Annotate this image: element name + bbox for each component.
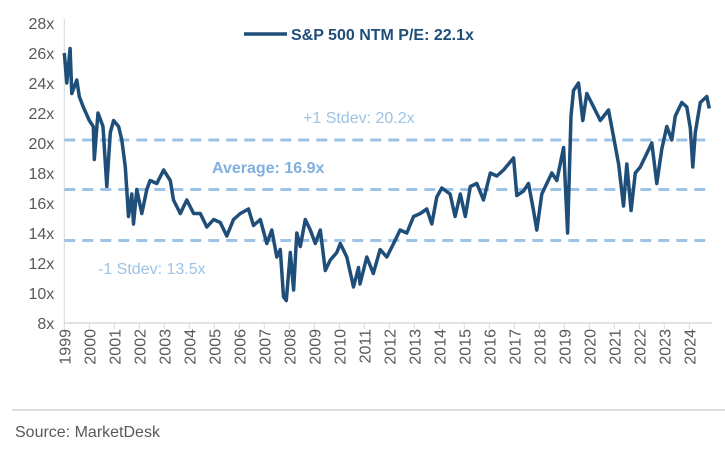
y-tick-label: 22x <box>29 106 55 123</box>
legend-label: S&P 500 NTM P/E: 22.1x <box>291 27 474 44</box>
x-tick-label: 2017 <box>507 329 524 365</box>
y-tick-label: 12x <box>29 256 55 273</box>
y-tick-label: 28x <box>29 16 55 33</box>
x-tick-label: 2024 <box>682 329 699 365</box>
x-tick-label: 2009 <box>307 329 324 365</box>
minus-1-stdev-label: -1 Stdev: 13.5x <box>98 261 206 278</box>
legend: S&P 500 NTM P/E: 22.1x <box>244 27 474 44</box>
x-tick-label: 2006 <box>232 329 249 365</box>
y-tick-label: 24x <box>29 76 55 93</box>
plus-1-stdev-label: +1 Stdev: 20.2x <box>303 110 415 127</box>
x-tick-label: 2012 <box>382 329 399 365</box>
x-tick-label: 2023 <box>657 329 674 365</box>
x-tick-label: 2004 <box>182 329 199 365</box>
average-label: Average: 16.9x <box>212 160 324 177</box>
x-axis: 1999 2000 2001 2002 2003 2004 2005 2006 2007 2008… <box>57 322 712 365</box>
x-tick-label: 2002 <box>132 329 149 365</box>
series-layer <box>62 46 712 303</box>
x-tick-label: 2003 <box>157 329 174 365</box>
y-tick-label: 14x <box>29 226 55 243</box>
x-tick-label: 2010 <box>332 329 349 365</box>
x-tick-label: 2000 <box>82 329 99 365</box>
x-tick-label: 2014 <box>432 329 449 365</box>
y-tick-label: 20x <box>29 136 55 153</box>
x-tick-label: 2001 <box>107 329 124 365</box>
x-tick-label: 2019 <box>557 329 574 365</box>
y-tick-label: 8x <box>37 316 54 333</box>
x-tick-label: 2016 <box>482 329 499 365</box>
x-tick-label: 2013 <box>407 329 424 365</box>
y-tick-label: 10x <box>29 286 55 303</box>
x-tick-label: 2015 <box>457 329 474 365</box>
x-tick-label: 2007 <box>257 329 274 365</box>
reference-lines <box>64 138 712 242</box>
x-tick-label: 2008 <box>282 329 299 365</box>
y-tick-label: 16x <box>29 196 55 213</box>
x-tick-label: 2018 <box>532 329 549 365</box>
x-tick-label: 2011 <box>357 329 374 364</box>
x-tick-label: 2020 <box>582 329 599 365</box>
x-tick-label: 1999 <box>57 329 74 365</box>
x-tick-label: 2022 <box>632 329 649 365</box>
y-tick-label: 26x <box>29 46 55 63</box>
pe-series-line <box>62 46 712 303</box>
y-tick-label: 18x <box>29 166 55 183</box>
x-tick-label: 2005 <box>207 329 224 365</box>
x-tick-label: 2021 <box>607 329 624 365</box>
y-axis: 8x 10x 12x 14x 16x 18x 20x 22x 24x 26x 28x <box>29 16 65 333</box>
source-note: Source: MarketDesk <box>15 424 161 441</box>
